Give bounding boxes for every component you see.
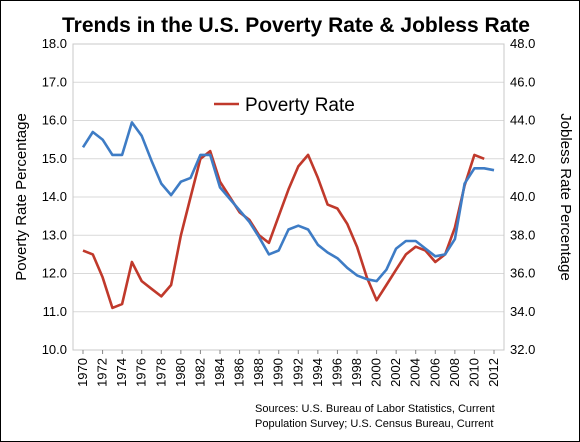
- x-tick-label: 1996: [329, 358, 344, 387]
- x-tick-label: 1974: [114, 358, 129, 387]
- legend-label-poverty: Poverty Rate: [245, 95, 355, 116]
- x-tick-label: 2012: [486, 358, 501, 387]
- x-tick-label: 1984: [212, 358, 227, 387]
- x-tick-label: 2008: [447, 358, 462, 387]
- x-tick-label: 2002: [388, 358, 403, 387]
- plot-area: [72, 43, 505, 351]
- y-left-tick-label: 13.0: [42, 227, 67, 242]
- x-tick-label: 1994: [310, 358, 325, 387]
- source-line-2: Population Survey; U.S. Census Bureau, C…: [255, 418, 493, 430]
- x-tick-label: 1988: [251, 358, 266, 387]
- x-tick-label: 2000: [369, 358, 384, 387]
- y-left-tick-label: 11.0: [43, 304, 67, 319]
- poverty-rate-line: [82, 149, 485, 310]
- x-tick-label: 1970: [75, 358, 90, 387]
- x-tick-label: 1976: [134, 358, 149, 387]
- x-tick-label: 1982: [192, 358, 207, 387]
- series-lines: [81, 121, 495, 310]
- x-tick-label: 1980: [173, 358, 188, 387]
- x-tick-label: 2004: [408, 358, 423, 387]
- y-left-tick-label: 18.0: [42, 36, 67, 51]
- y-left-tick-label: 12.0: [42, 266, 67, 281]
- x-tick-label: 1972: [95, 358, 110, 387]
- y-right-tick-label: 32.0: [510, 342, 535, 357]
- y-right-tick-label: 48.0: [510, 36, 535, 51]
- jobless-rate-line: [81, 121, 495, 283]
- x-tick-label: 1992: [290, 358, 305, 387]
- y-axis-right-label: Jobless Rate Percentage: [557, 113, 574, 281]
- y-left-tick-label: 15.0: [42, 151, 67, 166]
- y-axis-left-label: Poverty Rate Percentage: [13, 113, 30, 281]
- y-axis-left-ticks: 10.0 11.0 12.0 13.0 14.0 15.0 16.0 17.0 18.0: [42, 36, 67, 357]
- chart-title: Trends in the U.S. Poverty Rate & Jobles…: [62, 14, 530, 37]
- y-right-tick-label: 40.0: [510, 189, 535, 204]
- y-left-tick-label: 10.0: [42, 342, 67, 357]
- x-tick-label: 2006: [427, 358, 442, 387]
- y-right-tick-label: 44.0: [510, 113, 535, 128]
- y-right-tick-label: 36.0: [510, 266, 535, 281]
- y-right-tick-label: 42.0: [510, 151, 535, 166]
- x-tick-label: 1978: [153, 358, 168, 387]
- y-left-tick-label: 14.0: [42, 189, 67, 204]
- x-tick-label: 2010: [466, 358, 481, 387]
- y-left-tick-label: 17.0: [42, 74, 67, 89]
- y-right-tick-label: 38.0: [510, 227, 535, 242]
- x-axis-ticks: 1970 1972 1974 1976 1978 1980 1982 1984 1986 1988…: [75, 350, 501, 387]
- x-tick-label: 1990: [271, 358, 286, 387]
- x-tick-label: 1986: [232, 358, 247, 387]
- y-axis-right-ticks: 32.0 34.0 36.0 38.0 40.0 42.0 44.0 46.0 48.0: [510, 36, 535, 357]
- source-line-1: Sources: U.S. Bureau of Labor Statistics…: [255, 403, 495, 415]
- legend: Poverty Rate: [214, 95, 355, 116]
- x-tick-label: 1998: [349, 358, 364, 387]
- y-right-tick-label: 34.0: [510, 304, 535, 319]
- y-right-tick-label: 46.0: [510, 74, 535, 89]
- grid: [73, 43, 504, 351]
- y-left-tick-label: 16.0: [42, 113, 67, 128]
